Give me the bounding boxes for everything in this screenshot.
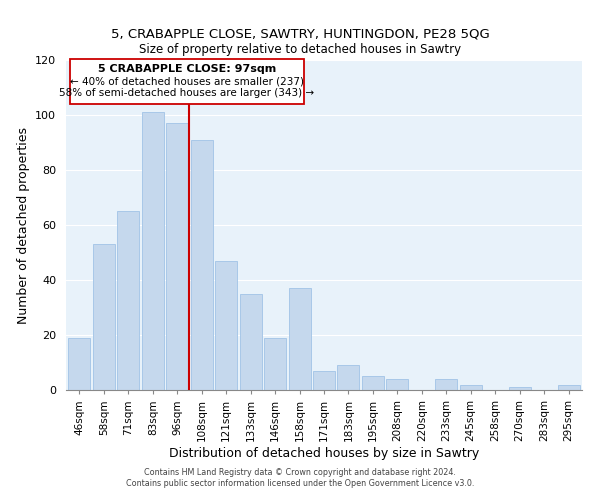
Bar xyxy=(386,379,409,390)
Bar xyxy=(215,261,237,390)
Bar xyxy=(239,294,262,390)
Y-axis label: Number of detached properties: Number of detached properties xyxy=(17,126,29,324)
Text: Size of property relative to detached houses in Sawtry: Size of property relative to detached ho… xyxy=(139,42,461,56)
Text: 5 CRABAPPLE CLOSE: 97sqm: 5 CRABAPPLE CLOSE: 97sqm xyxy=(98,64,276,74)
Bar xyxy=(93,244,115,390)
Bar xyxy=(435,379,457,390)
Bar xyxy=(68,338,91,390)
Bar xyxy=(142,112,164,390)
Bar xyxy=(460,384,482,390)
Bar xyxy=(362,376,384,390)
Bar xyxy=(264,338,286,390)
Bar xyxy=(289,288,311,390)
Bar xyxy=(509,387,530,390)
Bar xyxy=(118,211,139,390)
Text: 58% of semi-detached houses are larger (343) →: 58% of semi-detached houses are larger (… xyxy=(59,88,314,98)
Bar xyxy=(313,371,335,390)
FancyBboxPatch shape xyxy=(70,58,304,104)
X-axis label: Distribution of detached houses by size in Sawtry: Distribution of detached houses by size … xyxy=(169,446,479,460)
Text: ← 40% of detached houses are smaller (237): ← 40% of detached houses are smaller (23… xyxy=(70,76,304,86)
Bar xyxy=(166,123,188,390)
Bar xyxy=(337,365,359,390)
Bar xyxy=(557,384,580,390)
Bar xyxy=(191,140,213,390)
Text: Contains HM Land Registry data © Crown copyright and database right 2024.
Contai: Contains HM Land Registry data © Crown c… xyxy=(126,468,474,487)
Text: 5, CRABAPPLE CLOSE, SAWTRY, HUNTINGDON, PE28 5QG: 5, CRABAPPLE CLOSE, SAWTRY, HUNTINGDON, … xyxy=(110,28,490,40)
